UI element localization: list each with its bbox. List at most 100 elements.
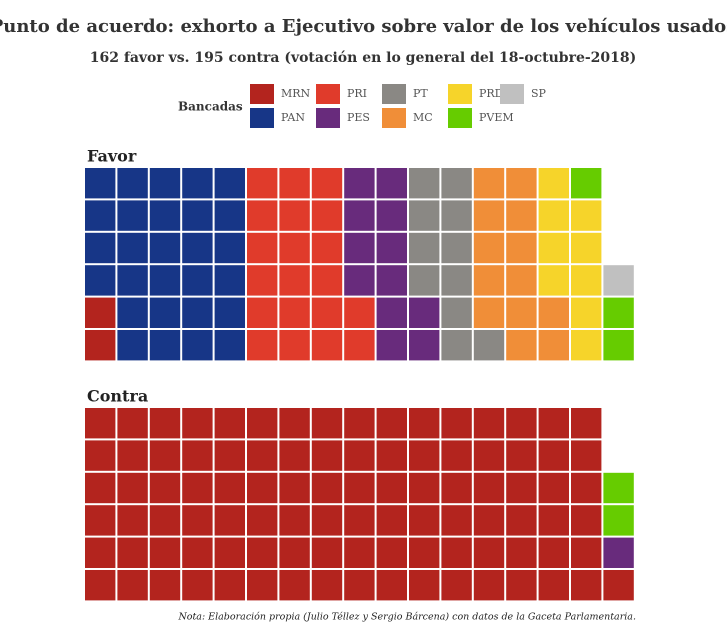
waffle-cell — [603, 297, 634, 328]
waffle-cell — [441, 168, 472, 199]
legend-label: SP — [531, 87, 547, 100]
waffle-cell — [247, 440, 278, 471]
waffle-cell — [376, 297, 407, 328]
waffle-cell — [571, 168, 602, 199]
waffle-cell — [376, 265, 407, 296]
waffle-cell — [409, 265, 440, 296]
waffle-cell — [149, 570, 181, 601]
waffle-cell — [117, 472, 148, 504]
waffle-cell — [311, 330, 343, 361]
waffle-cell — [506, 472, 537, 504]
waffle-cell — [311, 265, 343, 296]
waffle-cell — [311, 297, 343, 328]
waffle-cell — [376, 537, 407, 568]
waffle-cell — [538, 330, 569, 361]
waffle-cell — [441, 297, 472, 328]
waffle-cell — [149, 232, 181, 264]
waffle-cell — [214, 330, 245, 361]
waffle-cell — [117, 570, 148, 601]
waffle-cell — [182, 440, 213, 471]
waffle-cell — [182, 505, 213, 536]
waffle-cell — [538, 265, 569, 296]
waffle-cell — [538, 297, 569, 328]
waffle-cell — [409, 297, 440, 328]
waffle-cell — [603, 330, 634, 361]
waffle-cell — [344, 537, 375, 568]
waffle-cell — [279, 297, 310, 328]
waffle-cell — [149, 440, 181, 471]
waffle-cell — [85, 297, 116, 328]
legend-key — [316, 108, 340, 128]
waffle-cell — [247, 537, 278, 568]
waffle-cell — [441, 232, 472, 264]
waffle-cell — [117, 168, 148, 199]
waffle-cell — [473, 570, 505, 601]
waffle-cell — [344, 570, 375, 601]
legend-label: PVEM — [479, 111, 514, 124]
waffle-cell — [311, 440, 343, 471]
waffle-cell — [538, 505, 569, 536]
waffle-cell — [247, 297, 278, 328]
waffle-cell — [473, 472, 505, 504]
waffle-cell — [214, 440, 245, 471]
waffle-cell — [344, 440, 375, 471]
waffle-cell — [376, 200, 407, 231]
waffle-cell — [409, 472, 440, 504]
waffle-cell — [85, 537, 116, 568]
waffle-cell — [538, 570, 569, 601]
waffle-cell — [279, 505, 310, 536]
waffle-cell — [344, 200, 375, 231]
waffle-cell — [376, 232, 407, 264]
waffle-cell — [182, 297, 213, 328]
waffle-cell — [117, 505, 148, 536]
waffle-cell — [311, 537, 343, 568]
legend-key — [250, 84, 274, 104]
legend-label: PAN — [281, 111, 305, 124]
waffle-cell — [506, 200, 537, 231]
waffle-cell — [85, 200, 116, 231]
waffle-cell — [409, 570, 440, 601]
waffle-cell — [149, 265, 181, 296]
waffle-cell — [214, 472, 245, 504]
legend-label: PRI — [347, 87, 367, 100]
waffle-cell — [409, 232, 440, 264]
waffle-cell — [571, 408, 602, 439]
waffle-cell — [603, 537, 634, 568]
waffle-cell — [247, 472, 278, 504]
waffle-cell — [344, 472, 375, 504]
waffle-cell — [214, 408, 245, 439]
waffle-cell — [182, 570, 213, 601]
waffle-cell — [149, 505, 181, 536]
waffle-cell — [506, 265, 537, 296]
waffle-cell — [603, 265, 634, 296]
waffle-cell — [473, 265, 505, 296]
waffle-cell — [376, 570, 407, 601]
waffle-cell — [571, 570, 602, 601]
waffle-cell — [279, 440, 310, 471]
waffle-cell — [214, 537, 245, 568]
waffle-cell — [571, 232, 602, 264]
waffle-cell — [279, 537, 310, 568]
waffle-cell — [441, 570, 472, 601]
legend-key — [316, 84, 340, 104]
waffle-cell — [441, 265, 472, 296]
waffle-cell — [344, 330, 375, 361]
waffle-cell — [441, 505, 472, 536]
waffle-cell — [85, 232, 116, 264]
waffle-cell — [149, 472, 181, 504]
waffle-cell — [117, 330, 148, 361]
waffle-cell — [214, 570, 245, 601]
waffle-cell — [149, 330, 181, 361]
waffle-cell — [473, 200, 505, 231]
waffle-cell — [247, 200, 278, 231]
waffle-cell — [149, 297, 181, 328]
waffle-cell — [473, 330, 505, 361]
waffle-cell — [571, 440, 602, 471]
waffle-cell — [311, 168, 343, 199]
waffle-cell — [214, 505, 245, 536]
waffle-cell — [506, 297, 537, 328]
waffle-cell — [506, 232, 537, 264]
waffle-cell — [247, 232, 278, 264]
waffle-cell — [311, 232, 343, 264]
waffle-cell — [85, 472, 116, 504]
